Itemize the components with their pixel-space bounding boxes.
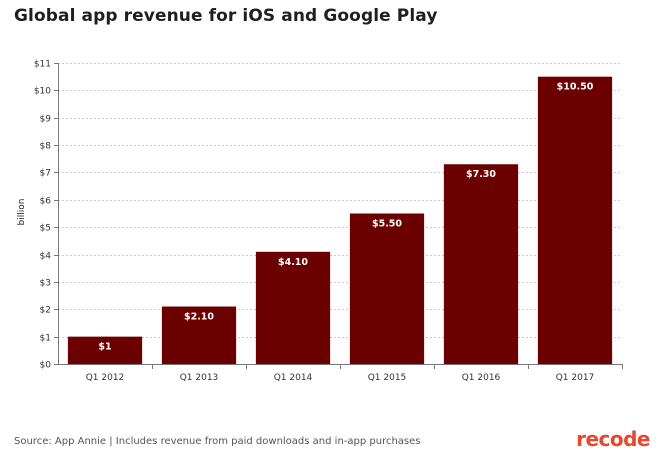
y-tick-label: $11 [34, 60, 51, 70]
bar-q1-2014 [255, 251, 331, 364]
recode-logo: recode [576, 427, 650, 451]
y-tick-label: $2 [40, 306, 51, 316]
y-tick-label: $4 [40, 252, 52, 262]
bar-value-label: $2.10 [184, 312, 214, 323]
bar-q1-2015 [349, 213, 425, 364]
bar-q1-2012 [67, 336, 143, 364]
y-tick-label: $5 [40, 224, 51, 234]
x-tick-label: Q1 2014 [274, 373, 313, 383]
y-axis-title: billion [17, 199, 27, 226]
bar-value-label: $5.50 [372, 219, 402, 230]
bar-q1-2016 [443, 164, 519, 364]
x-tick-label: Q1 2017 [556, 373, 595, 383]
axes [54, 63, 623, 369]
bar-q1-2017 [537, 76, 613, 364]
x-tick-label: Q1 2013 [180, 373, 219, 383]
y-tick-label: $8 [40, 142, 52, 152]
bars [67, 76, 613, 364]
x-tick-label: Q1 2016 [462, 373, 501, 383]
bar-value-label: $7.30 [466, 169, 496, 180]
bar-q1-2013 [161, 306, 237, 364]
y-tick-label: $1 [40, 334, 51, 344]
labels: $0 $1 $2 $3 $4 $5 $6 $7 $8 $9 $10 $11 $1 Q1 2012 $2.10… [34, 60, 594, 384]
gridlines [58, 63, 622, 338]
y-tick-label: $10 [34, 87, 51, 97]
chart-title: Global app revenue for iOS and Google Pl… [14, 6, 438, 26]
bar-value-label: $4.10 [278, 257, 308, 268]
y-tick-label: $6 [40, 197, 52, 207]
source-note: Source: App Annie | Includes revenue fro… [14, 436, 421, 447]
y-tick-label: $3 [40, 279, 51, 289]
bar-value-label: $10.50 [557, 82, 594, 93]
x-tick-label: Q1 2015 [368, 373, 407, 383]
bar-value-label: $1 [98, 342, 111, 353]
y-tick-label: $7 [40, 169, 51, 179]
y-tick-label: $9 [40, 115, 52, 125]
x-tick-label: Q1 2012 [86, 373, 125, 383]
y-tick-label: $0 [40, 361, 52, 371]
